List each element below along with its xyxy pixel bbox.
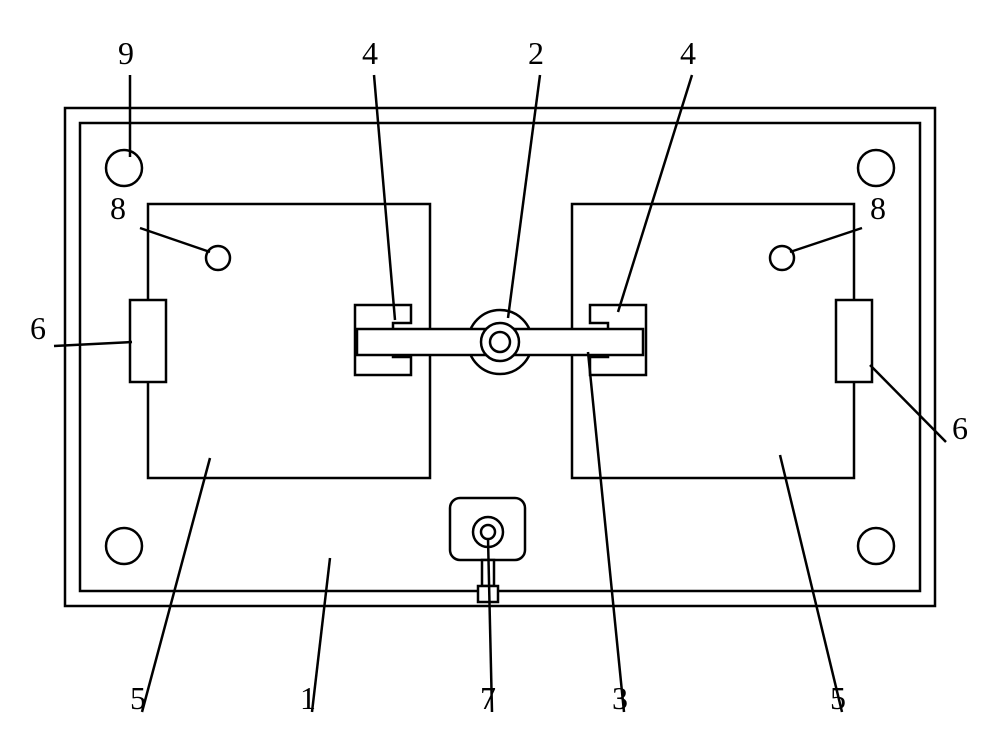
center-mid-circle <box>481 323 519 361</box>
small-circle-right <box>770 246 794 270</box>
label-5b: 5 <box>830 680 846 717</box>
small-circle-left <box>206 246 230 270</box>
label-8b: 8 <box>870 190 886 227</box>
label-6a: 6 <box>30 310 46 347</box>
corner-circle-tl <box>106 150 142 186</box>
label-2: 2 <box>528 35 544 72</box>
callout-line-8a <box>140 228 210 252</box>
corner-circle-bl <box>106 528 142 564</box>
label-8a: 8 <box>110 190 126 227</box>
callout-line-4a <box>374 75 395 320</box>
label-3: 3 <box>612 680 628 717</box>
corner-circle-br <box>858 528 894 564</box>
label-4b: 4 <box>680 35 696 72</box>
label-7: 7 <box>480 680 496 717</box>
diagram-svg <box>0 0 1000 739</box>
callout-line-2 <box>508 75 540 318</box>
callout-line-5b <box>780 455 842 712</box>
corner-circle-tr <box>858 150 894 186</box>
label-9: 9 <box>118 35 134 72</box>
label-6b: 6 <box>952 410 968 447</box>
callout-line-8b <box>790 228 862 252</box>
callout-line-5a <box>142 458 210 712</box>
callout-line-4b <box>618 75 692 312</box>
label-1: 1 <box>300 680 316 717</box>
left-side-rect <box>130 300 166 382</box>
label-5a: 5 <box>130 680 146 717</box>
right-side-rect <box>836 300 872 382</box>
diagram-container: 9 4 2 4 8 8 6 6 5 1 7 3 5 <box>0 0 1000 739</box>
callout-line-3 <box>588 352 624 712</box>
label-4a: 4 <box>362 35 378 72</box>
